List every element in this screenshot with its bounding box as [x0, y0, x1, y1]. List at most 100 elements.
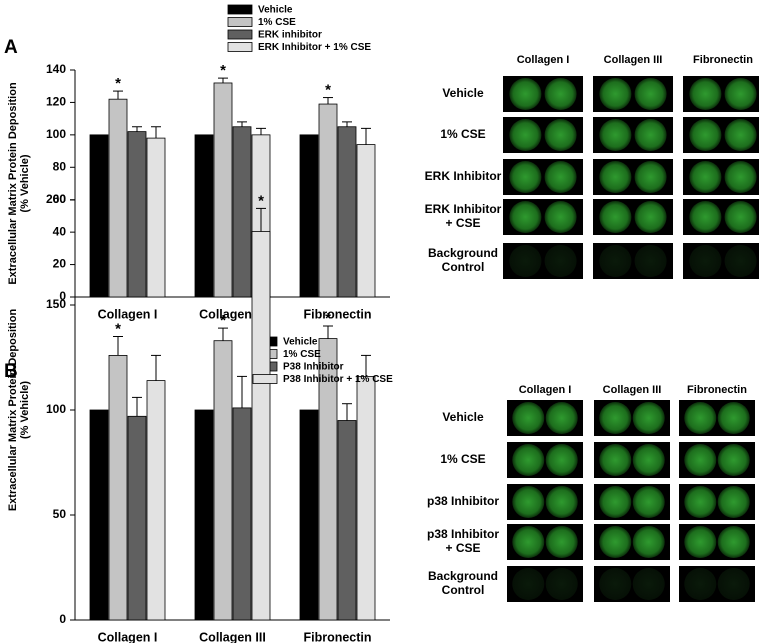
well	[599, 568, 632, 600]
well	[545, 486, 578, 518]
well	[599, 402, 632, 434]
bar	[337, 126, 357, 298]
annotation: *	[220, 62, 226, 79]
well	[512, 402, 545, 434]
grid-column-label: Collagen I	[519, 384, 572, 396]
grid-column-label: Collagen III	[604, 54, 663, 66]
bar	[194, 134, 214, 298]
well	[512, 568, 545, 600]
bar	[318, 103, 338, 298]
well	[599, 201, 632, 233]
well	[512, 486, 545, 518]
bar	[299, 134, 319, 298]
well	[684, 402, 717, 434]
annotation: *	[220, 312, 226, 329]
bar	[146, 380, 166, 621]
well	[632, 568, 665, 600]
bar	[127, 415, 147, 621]
grid-row-label: p38 Inhibitor	[427, 494, 499, 508]
y-axis-label: (% Vehicle)	[19, 381, 31, 439]
well	[509, 245, 542, 277]
well	[544, 161, 577, 193]
bar	[127, 131, 147, 298]
well	[632, 444, 665, 476]
well	[599, 119, 632, 151]
bar	[251, 231, 271, 621]
well	[544, 201, 577, 233]
grid-row-label: Control	[442, 260, 485, 274]
well	[634, 245, 667, 277]
legend-label: Vehicle	[258, 5, 293, 16]
annotation: *	[115, 320, 121, 337]
y-tick-label: 100	[46, 402, 66, 416]
panel-label: A	[4, 37, 18, 58]
legend-swatch	[227, 17, 253, 27]
well	[684, 568, 717, 600]
legend-label: 1% CSE	[258, 17, 296, 28]
bar	[108, 354, 128, 621]
bar	[213, 82, 233, 298]
well	[684, 486, 717, 518]
well	[512, 526, 545, 558]
y-axis-label: (% Vehicle)	[19, 154, 31, 212]
grid-row-label: Background	[428, 246, 498, 260]
well	[599, 245, 632, 277]
bar	[299, 409, 319, 621]
well	[632, 402, 665, 434]
legend-swatch	[227, 42, 253, 52]
legend-label: ERK inhibitor	[258, 30, 322, 41]
x-tick-label: Fibronectin	[303, 630, 371, 643]
y-axis-label: Extracellular Matrix Protein Deposition	[7, 309, 19, 512]
y-tick-label: 50	[53, 507, 67, 521]
y-tick-label: 100	[46, 127, 66, 141]
bar	[194, 409, 214, 621]
legend-label: P38 Inhibitor	[283, 362, 344, 373]
grid-row-label: p38 Inhibitor	[427, 527, 499, 541]
well	[689, 78, 722, 110]
grid-row-label: ERK Inhibitor	[425, 169, 502, 183]
well	[689, 245, 722, 277]
well	[544, 78, 577, 110]
well	[689, 161, 722, 193]
x-tick-label: Collagen III	[199, 630, 266, 643]
well	[599, 486, 632, 518]
panel-label: B	[4, 361, 18, 382]
legend-label: P38 Inhibitor + 1% CSE	[283, 374, 393, 385]
grid-row-label: Background	[428, 569, 498, 583]
x-tick-label: Collagen I	[98, 630, 158, 643]
grid-row-label: ERK Inhibitor	[425, 202, 502, 216]
well	[689, 201, 722, 233]
well	[509, 161, 542, 193]
bar	[356, 375, 376, 621]
grid-row-label: Vehicle	[442, 86, 484, 100]
well	[599, 78, 632, 110]
well	[512, 444, 545, 476]
well	[717, 402, 750, 434]
annotation: *	[325, 82, 331, 99]
grid-row-label: + CSE	[445, 216, 480, 230]
well	[634, 161, 667, 193]
bar	[337, 420, 357, 621]
well	[717, 444, 750, 476]
grid-row-label: Control	[442, 583, 485, 597]
legend-label: 1% CSE	[283, 349, 321, 360]
y-axis-label: Extracellular Matrix Protein Deposition	[7, 82, 19, 285]
y-tick-label: 150	[46, 297, 66, 311]
well	[684, 444, 717, 476]
well	[545, 444, 578, 476]
legend-swatch	[227, 29, 253, 40]
well	[724, 161, 757, 193]
well	[545, 402, 578, 434]
well	[717, 526, 750, 558]
grid-column-label: Fibronectin	[687, 384, 747, 396]
well	[634, 119, 667, 151]
x-tick-label: Collagen III	[199, 307, 266, 321]
legend-swatch	[252, 374, 278, 384]
well	[689, 119, 722, 151]
grid-row-label: 1% CSE	[440, 452, 485, 466]
grid-row-label: + CSE	[445, 541, 480, 555]
bar	[146, 137, 166, 298]
y-tick-label: 80	[53, 159, 67, 173]
bar	[232, 407, 252, 621]
